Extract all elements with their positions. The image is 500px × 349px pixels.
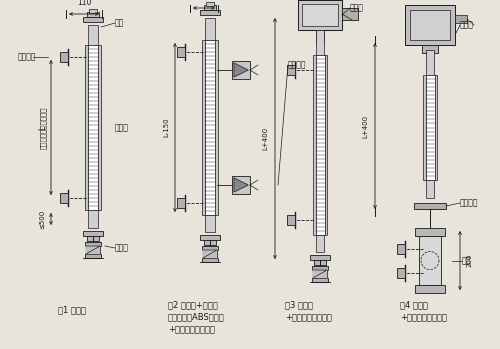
Text: 安装法兰: 安装法兰 (460, 199, 478, 208)
Bar (397, 244, 405, 253)
Text: +电远传（顶装式）: +电远传（顶装式） (400, 312, 447, 321)
Bar (310, 255, 330, 260)
Bar (206, 2, 214, 6)
Text: 图2 基本型+上下限: 图2 基本型+上下限 (168, 300, 218, 310)
Bar (89, 9, 97, 13)
Bar (88, 45, 98, 210)
Bar (397, 267, 405, 277)
Bar (83, 17, 103, 22)
Bar (215, 40, 218, 215)
Bar (60, 193, 68, 203)
Polygon shape (234, 63, 248, 77)
Bar (312, 266, 328, 270)
Bar (200, 10, 220, 15)
Text: ≤500: ≤500 (39, 209, 45, 229)
Bar (177, 47, 185, 57)
Bar (287, 215, 295, 225)
Bar (316, 55, 324, 235)
Bar (298, 0, 342, 30)
Text: 排污阀: 排污阀 (115, 244, 129, 252)
Bar (232, 176, 250, 194)
Text: 筒体: 筒体 (115, 18, 124, 28)
Bar (205, 40, 215, 215)
Bar (426, 180, 434, 198)
Bar (204, 5, 216, 10)
Text: 安装间距（测量范围）: 安装间距（测量范围） (40, 106, 46, 149)
Bar (405, 5, 455, 45)
Bar (205, 215, 215, 232)
Bar (415, 228, 445, 236)
Polygon shape (234, 178, 248, 192)
Text: +电远传（侧装式）: +电远传（侧装式） (168, 325, 215, 334)
Bar (302, 4, 338, 26)
Bar (316, 235, 324, 252)
Bar (312, 278, 328, 282)
Text: L+400: L+400 (362, 114, 368, 138)
Bar (410, 10, 450, 40)
Polygon shape (86, 246, 100, 254)
Text: L-150: L-150 (163, 118, 169, 137)
Bar (205, 18, 215, 40)
Text: 浮子: 浮子 (462, 256, 471, 265)
Text: +电远传（侧装式）: +电远传（侧装式） (285, 312, 332, 321)
Polygon shape (313, 270, 327, 278)
Bar (60, 52, 68, 62)
Bar (88, 25, 98, 45)
Bar (202, 258, 218, 262)
Bar (314, 260, 326, 265)
Bar (313, 55, 316, 235)
Bar (316, 30, 324, 55)
Bar (419, 236, 441, 285)
Text: L+400: L+400 (262, 127, 268, 150)
Bar (434, 75, 437, 180)
Text: 图4 基本型: 图4 基本型 (400, 300, 428, 310)
Polygon shape (313, 270, 327, 278)
Polygon shape (203, 250, 217, 258)
Text: 变送器: 变送器 (460, 21, 474, 30)
Text: 开关输出（ABS材质）: 开关输出（ABS材质） (168, 312, 225, 321)
Bar (87, 236, 99, 241)
Text: 110: 110 (77, 0, 91, 7)
Bar (98, 45, 101, 210)
Bar (342, 8, 358, 20)
Bar (87, 12, 99, 17)
Text: 变送器: 变送器 (350, 3, 364, 13)
Bar (324, 55, 327, 235)
Bar (88, 210, 98, 228)
Bar (204, 240, 216, 245)
Bar (455, 15, 467, 23)
Text: 200: 200 (467, 254, 473, 267)
Bar (202, 40, 205, 215)
Text: 图1 基本型: 图1 基本型 (58, 305, 86, 314)
Bar (202, 246, 218, 250)
Bar (85, 45, 88, 210)
Bar (414, 203, 446, 209)
Bar (200, 235, 220, 240)
Text: 拨置开关: 拨置开关 (288, 60, 306, 69)
Bar (177, 198, 185, 208)
Bar (85, 254, 101, 258)
Text: 图3 基本型: 图3 基本型 (285, 300, 313, 310)
Text: 连接法兰: 连接法兰 (18, 52, 36, 61)
Bar (83, 231, 103, 236)
Bar (415, 285, 445, 293)
Text: 显示器: 显示器 (115, 123, 129, 132)
Polygon shape (86, 246, 100, 254)
Bar (422, 45, 438, 53)
Text: 86: 86 (199, 0, 209, 2)
Bar (426, 75, 434, 180)
Polygon shape (203, 250, 217, 258)
Bar (287, 65, 295, 75)
Bar (316, 30, 324, 42)
Bar (85, 242, 101, 246)
Text: L: L (38, 125, 48, 129)
Bar (426, 50, 434, 75)
Bar (232, 61, 250, 79)
Bar (423, 75, 426, 180)
